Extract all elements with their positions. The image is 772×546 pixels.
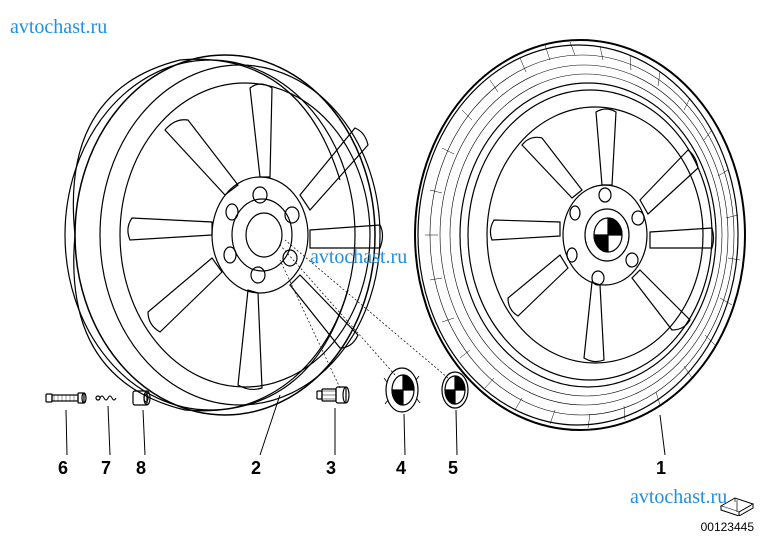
callout-6: 6 — [58, 458, 68, 479]
callout-8: 8 — [136, 458, 146, 479]
callout-3: 3 — [326, 458, 336, 479]
part-id: 00123445 — [701, 520, 754, 534]
callout-7: 7 — [101, 458, 111, 479]
center-cap — [384, 368, 420, 412]
book-icon — [717, 488, 757, 516]
callout-5: 5 — [448, 458, 458, 479]
callout-1: 1 — [656, 458, 666, 479]
valve-core — [96, 396, 116, 400]
callout-2: 2 — [251, 458, 261, 479]
wheel-with-tire — [415, 40, 745, 430]
valve-stem — [46, 393, 86, 403]
rim-bare — [65, 55, 383, 415]
emblem-disc — [442, 372, 468, 408]
lug-bolt — [317, 387, 349, 403]
leader-lines — [66, 240, 665, 455]
callout-4: 4 — [396, 458, 406, 479]
